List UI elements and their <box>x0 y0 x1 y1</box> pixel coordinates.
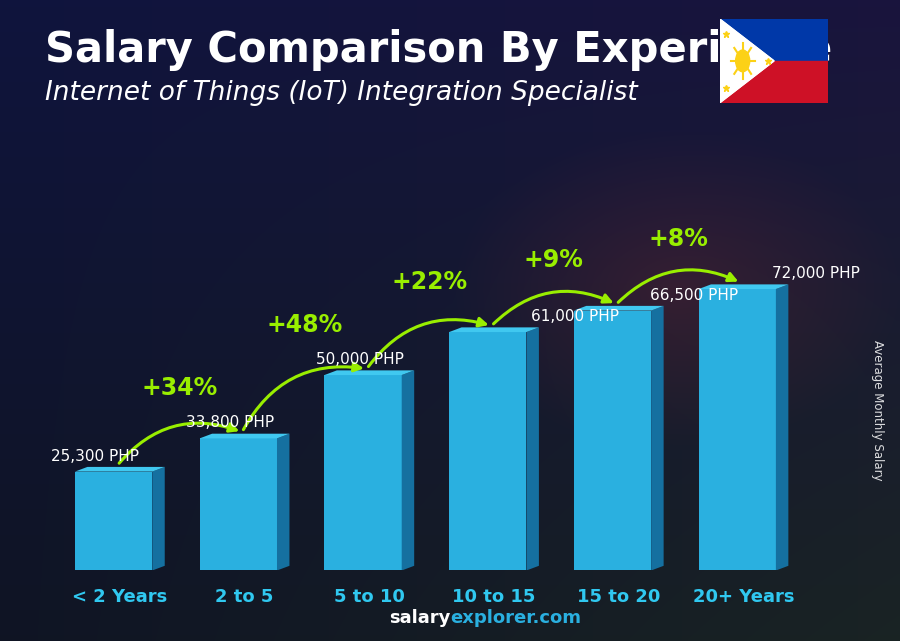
Polygon shape <box>324 375 401 570</box>
Text: 72,000 PHP: 72,000 PHP <box>772 266 860 281</box>
Text: < 2 Years: < 2 Years <box>72 588 167 606</box>
Polygon shape <box>449 328 539 332</box>
Polygon shape <box>574 306 663 311</box>
Text: +34%: +34% <box>141 376 218 400</box>
Text: Internet of Things (IoT) Integration Specialist: Internet of Things (IoT) Integration Spe… <box>45 80 638 106</box>
Text: +22%: +22% <box>392 270 467 294</box>
Text: Salary Comparison By Experience: Salary Comparison By Experience <box>45 29 832 71</box>
Polygon shape <box>776 285 788 570</box>
Polygon shape <box>720 19 774 103</box>
Polygon shape <box>200 438 277 570</box>
Text: 2 to 5: 2 to 5 <box>215 588 274 606</box>
Text: explorer.com: explorer.com <box>450 609 581 627</box>
Polygon shape <box>324 370 414 375</box>
Text: 33,800 PHP: 33,800 PHP <box>186 415 274 430</box>
Text: 25,300 PHP: 25,300 PHP <box>51 449 140 463</box>
Text: 66,500 PHP: 66,500 PHP <box>650 288 738 303</box>
Text: +9%: +9% <box>524 248 584 272</box>
Text: Average Monthly Salary: Average Monthly Salary <box>871 340 884 481</box>
Text: 50,000 PHP: 50,000 PHP <box>316 352 403 367</box>
Text: 5 to 10: 5 to 10 <box>334 588 405 606</box>
Polygon shape <box>720 19 774 103</box>
Polygon shape <box>720 61 828 103</box>
Polygon shape <box>698 285 788 289</box>
Polygon shape <box>75 467 165 472</box>
Polygon shape <box>526 328 539 570</box>
Text: 15 to 20: 15 to 20 <box>577 588 661 606</box>
Text: 10 to 15: 10 to 15 <box>453 588 536 606</box>
Text: 61,000 PHP: 61,000 PHP <box>531 309 619 324</box>
Polygon shape <box>200 434 290 438</box>
Circle shape <box>735 50 750 72</box>
Polygon shape <box>449 332 526 570</box>
Polygon shape <box>720 19 828 61</box>
Text: +8%: +8% <box>649 227 708 251</box>
Text: salary: salary <box>389 609 450 627</box>
Polygon shape <box>277 434 290 570</box>
Text: 20+ Years: 20+ Years <box>693 588 794 606</box>
Polygon shape <box>574 311 652 570</box>
Polygon shape <box>698 289 776 570</box>
Polygon shape <box>75 472 152 570</box>
Polygon shape <box>652 306 663 570</box>
Text: +48%: +48% <box>266 313 343 337</box>
Polygon shape <box>152 467 165 570</box>
Polygon shape <box>401 370 414 570</box>
